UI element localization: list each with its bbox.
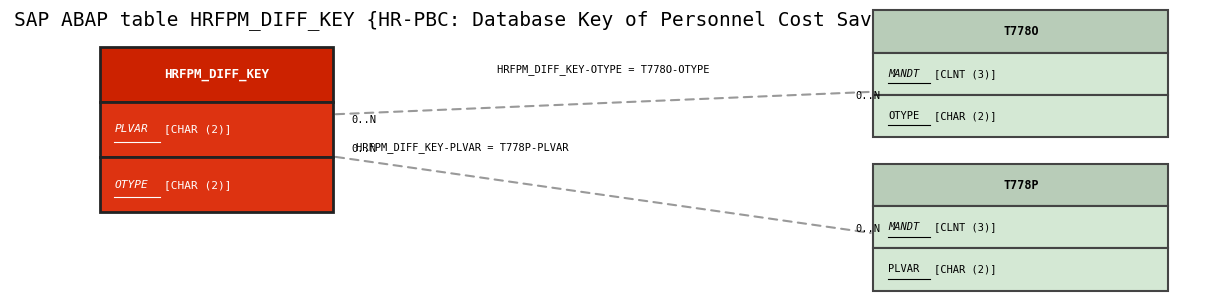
Text: 0..N: 0..N	[351, 144, 377, 154]
Text: [CLNT (3)]: [CLNT (3)]	[933, 222, 996, 232]
Text: [CHAR (2)]: [CHAR (2)]	[164, 180, 231, 190]
Text: [CHAR (2)]: [CHAR (2)]	[933, 111, 996, 121]
Text: HRFPM_DIFF_KEY: HRFPM_DIFF_KEY	[164, 68, 268, 81]
Text: T778P: T778P	[1003, 179, 1039, 192]
Text: T778O: T778O	[1003, 25, 1039, 38]
Text: SAP ABAP table HRFPM_DIFF_KEY {HR-PBC: Database Key of Personnel Cost Savings}: SAP ABAP table HRFPM_DIFF_KEY {HR-PBC: D…	[14, 10, 931, 30]
Bar	[100, 102, 334, 157]
Text: 0..N: 0..N	[856, 91, 880, 101]
Text: 0..N: 0..N	[856, 224, 880, 234]
Bar	[100, 157, 334, 212]
Text: [CHAR (2)]: [CHAR (2)]	[164, 124, 231, 134]
Text: HRFPM_DIFF_KEY-PLVAR = T778P-PLVAR: HRFPM_DIFF_KEY-PLVAR = T778P-PLVAR	[356, 142, 569, 153]
Text: [CLNT (3)]: [CLNT (3)]	[933, 69, 996, 79]
Text: OTYPE: OTYPE	[114, 180, 148, 190]
Bar	[874, 95, 1168, 137]
Bar	[874, 206, 1168, 248]
Text: PLVAR: PLVAR	[114, 124, 148, 134]
Bar	[100, 47, 334, 102]
Text: PLVAR: PLVAR	[888, 264, 920, 275]
Text: [CHAR (2)]: [CHAR (2)]	[933, 264, 996, 275]
Bar	[874, 248, 1168, 291]
Bar	[874, 10, 1168, 53]
Bar	[874, 164, 1168, 206]
Text: OTYPE: OTYPE	[888, 111, 920, 121]
Text: HRFPM_DIFF_KEY-OTYPE = T778O-OTYPE: HRFPM_DIFF_KEY-OTYPE = T778O-OTYPE	[497, 64, 709, 74]
Text: MANDT: MANDT	[888, 222, 920, 232]
Text: MANDT: MANDT	[888, 69, 920, 79]
Bar	[874, 53, 1168, 95]
Text: 0..N: 0..N	[351, 116, 377, 125]
